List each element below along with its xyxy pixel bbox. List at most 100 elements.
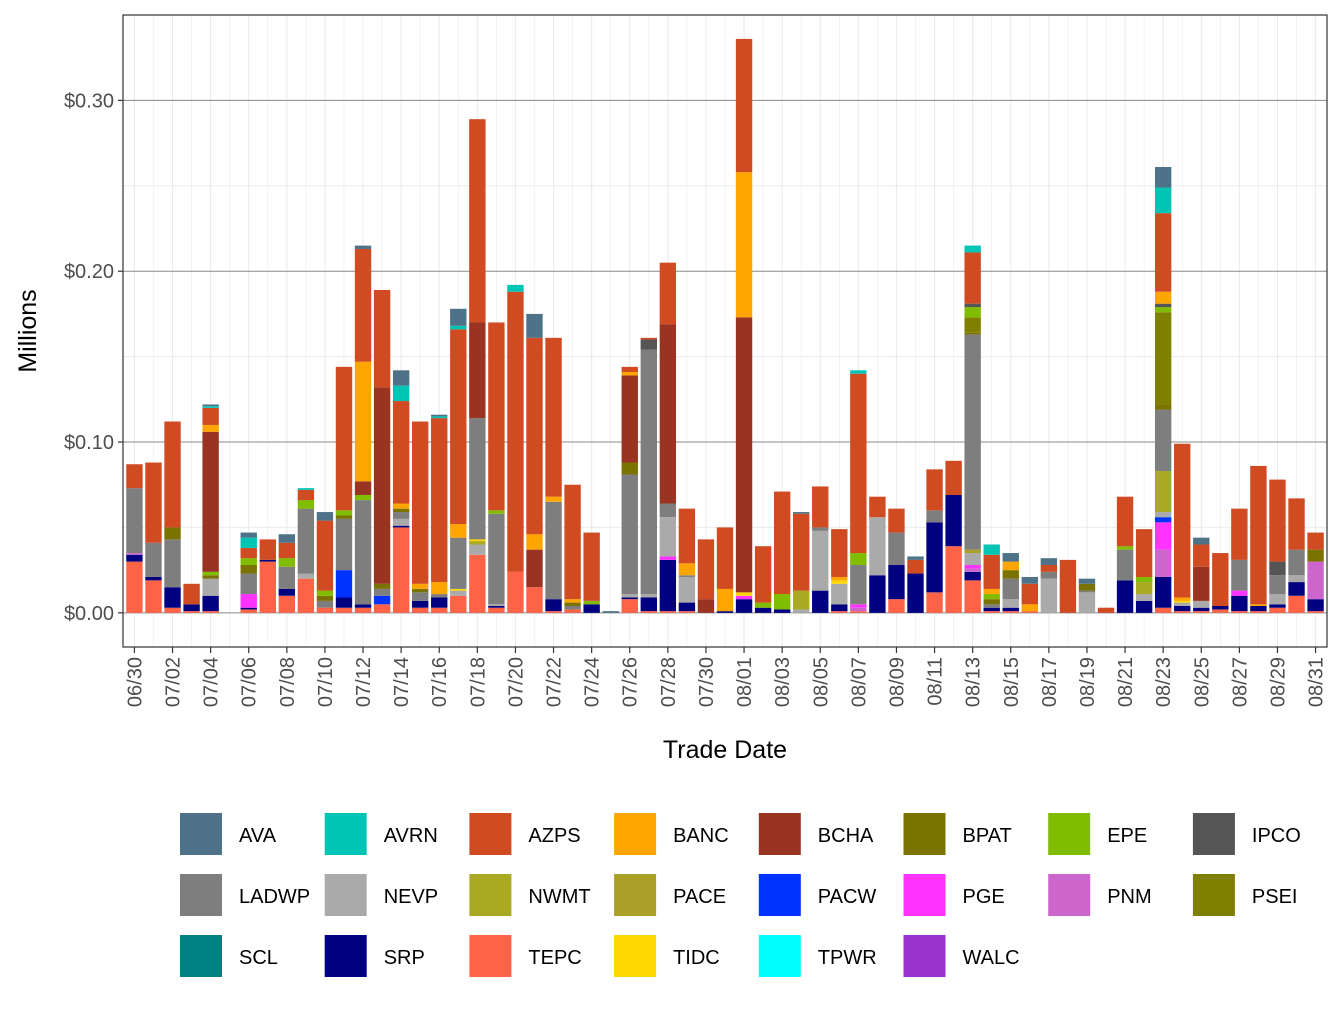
- bar-segment-nevp-08-04: [793, 609, 810, 613]
- bar-segment-azps-07-15: [412, 421, 429, 584]
- bar-segment-azps-07-06: [240, 547, 257, 559]
- legend-key-tepc: [469, 935, 512, 977]
- bar-segment-srp-07-01: [145, 576, 162, 581]
- bar-segment-banc-07-15: [412, 583, 429, 589]
- bar-segment-srp-07-29: [678, 602, 696, 612]
- x-tick-label: 07/20: [505, 657, 527, 707]
- bar-segment-srp-07-08: [278, 588, 296, 596]
- bar-segment-azps-08-21: [1116, 496, 1134, 547]
- bar-segment-banc-07-17: [450, 524, 467, 538]
- legend-key-pace: [614, 874, 657, 916]
- bar-segment-tepc-07-13: [373, 604, 391, 613]
- bar-segment-srp-08-11: [926, 522, 943, 593]
- legend-label-scl: SCL: [239, 947, 278, 969]
- bar-segment-tidc-08-01: [735, 592, 753, 596]
- legend-label-ipco: IPCO: [1252, 825, 1301, 847]
- bar-segment-azps-08-20: [1097, 607, 1115, 613]
- bar-segment-bcha-07-13: [373, 387, 391, 584]
- bar-segment-pnm-08-07: [850, 607, 867, 612]
- y-tick-label: $0.00: [64, 603, 114, 625]
- bar-segment-srp-07-16: [431, 597, 448, 608]
- bar-segment-bpat-08-31: [1307, 549, 1324, 562]
- bar-segment-azps-08-07: [850, 373, 867, 554]
- bar-segment-azps-08-05: [812, 486, 829, 528]
- bar-segment-azps-07-22: [545, 337, 562, 497]
- bar-segment-srp-06-30: [126, 554, 143, 562]
- legend-key-tidc: [614, 935, 657, 977]
- bar-segment-ava-08-16: [1021, 576, 1038, 584]
- x-tick-label: 08/07: [848, 657, 870, 707]
- bar-segment-srp-08-12: [945, 494, 962, 547]
- bar-segment-azps-07-23: [564, 484, 581, 600]
- bar-segment-epe-07-08: [278, 558, 296, 567]
- bar-segment-ava-08-17: [1040, 558, 1058, 566]
- bar-segment-ladwp-07-09: [297, 508, 315, 574]
- bar-segment-banc-07-22: [545, 496, 562, 502]
- bar-segment-bcha-07-28: [659, 324, 677, 504]
- bar-segment-nevp-07-18: [469, 544, 486, 555]
- bar-segment-azps-07-21: [526, 337, 543, 535]
- bar-segment-tepc-07-19: [488, 607, 505, 613]
- bar-segment-ladwp-07-17: [450, 537, 467, 589]
- bar-segment-azps-07-26: [621, 366, 638, 372]
- x-tick-label: 08/27: [1229, 657, 1251, 707]
- bar-segment-ladwp-08-05: [812, 527, 829, 531]
- bar-segment-avrn-08-23: [1154, 187, 1172, 214]
- x-tick-label: 07/26: [620, 657, 642, 707]
- bar-segment-srp-08-23: [1154, 576, 1172, 608]
- bar-segment-azps-07-24: [583, 532, 600, 601]
- x-tick-label: 08/13: [963, 657, 985, 707]
- bar-segment-azps-07-17: [450, 329, 467, 525]
- bar-segment-azps-08-09: [888, 508, 905, 533]
- bar-segment-ava-07-16: [431, 414, 448, 417]
- bar-segment-tepc-08-13: [964, 580, 981, 613]
- bar-segment-ladwp-07-13: [373, 588, 391, 596]
- legend-label-pace: PACE: [673, 886, 726, 908]
- bar-segment-azps-07-20: [507, 291, 524, 572]
- bar-segment-srp-07-06: [240, 607, 257, 610]
- bar-segment-ipco-08-13: [964, 303, 981, 308]
- bar-segment-srp-08-15: [1002, 607, 1019, 612]
- bar-segment-ava-08-19: [1078, 578, 1096, 584]
- legend-label-bcha: BCHA: [818, 825, 874, 847]
- bar-segment-nevp-08-05: [812, 530, 829, 591]
- bar-segment-psei-08-23: [1154, 312, 1172, 405]
- bar-segment-pge-08-01: [735, 595, 753, 600]
- bar-segment-avrn-07-04: [202, 406, 219, 408]
- bar-segment-ladwp-08-19: [1078, 590, 1096, 593]
- bar-segment-ava-08-15: [1002, 553, 1019, 562]
- bar-segment-banc-08-06: [831, 576, 848, 581]
- x-axis-title: Trade Date: [663, 736, 787, 764]
- bar-segment-srp-08-26: [1212, 606, 1229, 610]
- bar-segment-srp-07-12: [354, 604, 372, 608]
- bar-segment-bcha-08-25: [1193, 566, 1210, 601]
- bar-segment-azps-08-01: [735, 38, 753, 173]
- bar-segment-ladwp-08-07: [850, 565, 867, 605]
- legend-key-ava: [180, 813, 222, 855]
- bar-segment-epe-08-03: [773, 594, 791, 610]
- bar-segment-ladwp-07-11: [335, 518, 353, 571]
- bar-segment-srp-07-04: [202, 595, 219, 612]
- bar-segment-tepc-08-16: [1021, 611, 1038, 613]
- bar-segment-tepc-07-23: [564, 609, 581, 613]
- bar-segment-bpat-08-13: [964, 332, 981, 335]
- bar-segment-ava-07-12: [354, 245, 372, 250]
- bar-segment-nevp-07-09: [297, 573, 315, 579]
- bar-segment-azps-08-28: [1250, 465, 1267, 605]
- bar-segment-azps-08-14: [983, 554, 1000, 589]
- x-tick-label: 07/04: [201, 657, 223, 707]
- bar-segment-bpat-07-02: [164, 527, 181, 540]
- x-tick-label: 08/09: [886, 657, 908, 707]
- bar-segment-nevp-08-06: [831, 583, 848, 605]
- bar-segment-tidc-07-17: [450, 588, 467, 591]
- x-tick-label: 07/30: [696, 657, 718, 707]
- legend-key-tpwr: [758, 935, 801, 977]
- bar-segment-azps-08-31: [1307, 532, 1324, 550]
- bar-segment-nevp-08-25: [1193, 600, 1210, 608]
- bar-segment-nwmt-08-04: [793, 590, 810, 610]
- x-tick-label: 08/25: [1191, 657, 1213, 707]
- bar-segment-banc-07-31: [716, 588, 734, 612]
- bar-segment-srp-07-02: [164, 587, 181, 608]
- bar-segment-azps-08-30: [1288, 498, 1305, 550]
- bar-segment-pnm-06-30: [126, 553, 143, 555]
